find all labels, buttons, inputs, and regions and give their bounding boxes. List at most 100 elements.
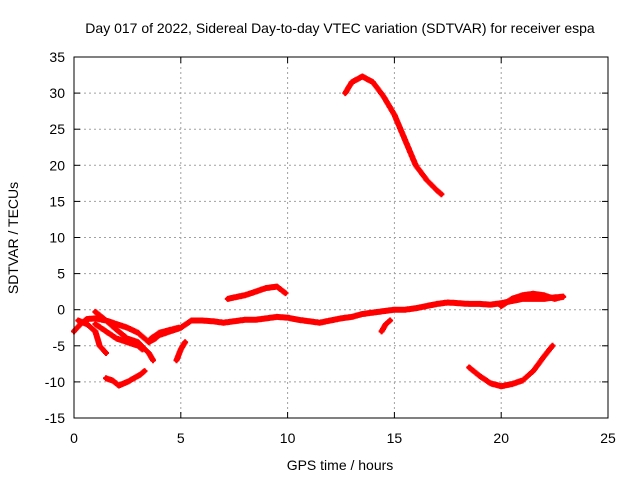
- y-tick-label: 10: [49, 230, 65, 246]
- data-point: [541, 354, 547, 360]
- data-point: [114, 336, 120, 341]
- y-tick-label: 5: [57, 266, 65, 282]
- data-point: [434, 301, 440, 307]
- data-point: [520, 378, 525, 383]
- data-point: [498, 303, 504, 309]
- data-point: [402, 307, 408, 313]
- series-arc-e: [378, 317, 394, 335]
- series-arc-f: [466, 342, 556, 390]
- data-point: [359, 74, 365, 79]
- data-point: [148, 336, 154, 341]
- data-point: [370, 79, 376, 85]
- data-point: [225, 296, 231, 302]
- data-point: [387, 318, 393, 323]
- y-tick-label: -5: [53, 338, 66, 354]
- data-point: [424, 303, 429, 309]
- data-point: [560, 294, 566, 300]
- data-point: [509, 381, 515, 387]
- series-arc-c: [224, 283, 289, 302]
- data-point: [383, 321, 389, 327]
- data-point: [381, 308, 387, 314]
- data-point: [530, 296, 536, 302]
- data-point: [167, 327, 173, 333]
- y-tick-label: 15: [49, 193, 65, 209]
- data-point: [274, 314, 280, 320]
- series-trail: [92, 308, 156, 364]
- data-point: [274, 284, 280, 289]
- y-tick-label: 0: [57, 302, 65, 318]
- data-point: [456, 300, 461, 306]
- series-arc-early-a: [75, 317, 109, 356]
- series-arc-g: [498, 290, 567, 310]
- series-trail: [71, 293, 567, 346]
- data-point: [137, 372, 143, 378]
- data-point: [283, 290, 288, 296]
- series-trail: [103, 368, 148, 389]
- series-arc-d: [342, 73, 445, 198]
- data-point: [413, 162, 419, 168]
- data-point: [97, 343, 103, 349]
- data-point: [381, 94, 387, 100]
- data-point: [221, 320, 226, 326]
- y-tick-label: 30: [49, 85, 65, 101]
- data-point: [424, 177, 429, 183]
- data-point: [92, 321, 98, 327]
- chart-title: Day 017 of 2022, Sidereal Day-to-day VTE…: [85, 20, 595, 36]
- data-point: [142, 368, 147, 374]
- data-point: [125, 379, 130, 385]
- data-point: [92, 309, 98, 315]
- data-point: [114, 327, 120, 333]
- data-point: [135, 343, 141, 349]
- data-point: [242, 292, 248, 298]
- data-point: [349, 79, 355, 85]
- data-point: [295, 317, 301, 323]
- axis-ticks: 0 5 10 15 20 25 -15 -10 -5 0 5 10 15 20 25 30 35: [45, 49, 616, 446]
- data-point: [379, 328, 384, 334]
- data-point: [210, 318, 216, 324]
- x-tick-label: 5: [177, 430, 185, 446]
- series-trail: [342, 73, 445, 198]
- data-point: [445, 300, 451, 305]
- data-point: [438, 191, 444, 197]
- x-tick-label: 10: [280, 430, 296, 446]
- data-point: [131, 375, 137, 381]
- data-point: [263, 315, 269, 321]
- series-arc-early-d: [103, 368, 148, 389]
- data-point: [84, 316, 90, 322]
- data-point: [550, 343, 555, 349]
- data-point: [178, 347, 184, 352]
- series-arc-main: [71, 293, 567, 346]
- data-point: [242, 317, 248, 323]
- data-point: [477, 301, 483, 307]
- data-point: [103, 328, 109, 334]
- data-point: [285, 315, 290, 321]
- data-point: [317, 320, 323, 326]
- y-tick-label: 35: [49, 49, 65, 65]
- data-point: [231, 295, 237, 300]
- data-point: [530, 291, 536, 297]
- data-point: [392, 112, 397, 118]
- grid-lines: [74, 57, 608, 418]
- data-point: [253, 289, 258, 295]
- data-point: [338, 315, 344, 321]
- data-point: [541, 292, 547, 298]
- data-point: [402, 137, 408, 143]
- data-point: [110, 378, 115, 383]
- data-point: [253, 317, 258, 323]
- y-tick-label: -10: [45, 374, 65, 390]
- data-point: [349, 314, 355, 320]
- data-point: [92, 315, 98, 321]
- data-point: [75, 318, 81, 323]
- x-tick-label: 20: [493, 430, 509, 446]
- data-point: [434, 188, 440, 193]
- data-point: [135, 330, 141, 336]
- data-point: [359, 311, 365, 317]
- data-point: [92, 328, 98, 334]
- data-point: [157, 330, 162, 336]
- data-point: [392, 307, 397, 313]
- data-layer: [71, 73, 567, 390]
- data-point: [342, 90, 348, 96]
- y-axis-label: SDTVAR / TECUs: [5, 182, 21, 294]
- data-point: [139, 347, 145, 352]
